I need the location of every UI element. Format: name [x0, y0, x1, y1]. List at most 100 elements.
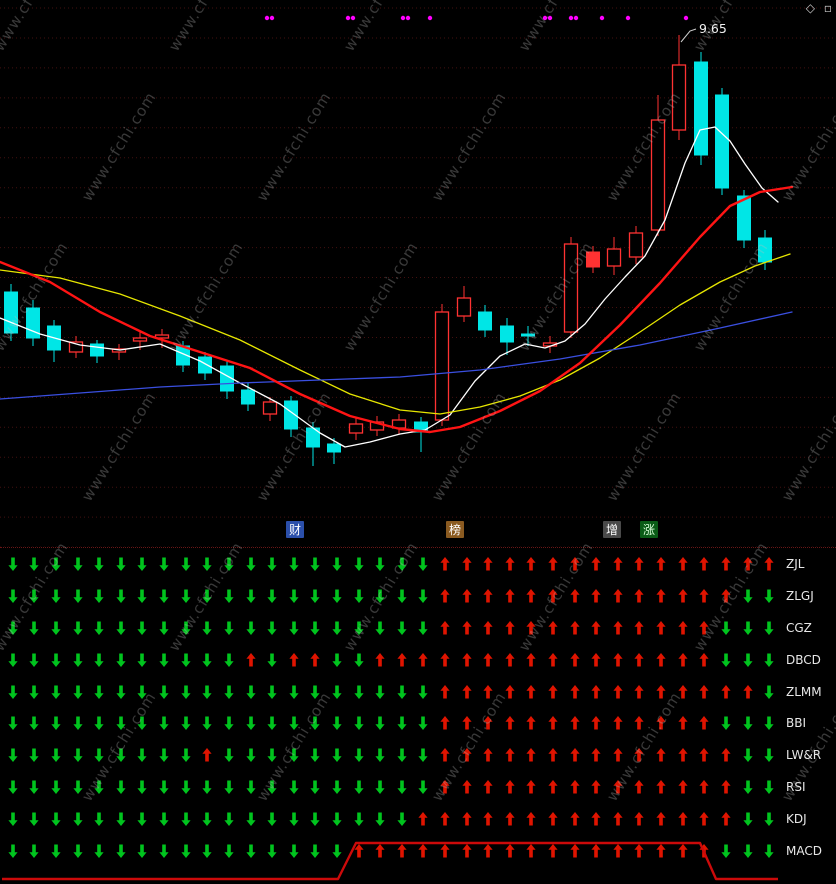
down-arrow-icon [45, 812, 67, 827]
up-arrow-icon [715, 812, 737, 826]
down-arrow-icon [2, 716, 24, 731]
down-arrow-icon [737, 653, 759, 667]
up-arrow-icon [434, 812, 456, 826]
down-arrow-icon [261, 589, 283, 603]
signal-row-label: ZLMM [786, 684, 822, 699]
diamond-icon[interactable]: ◇ [805, 1, 816, 15]
down-arrow-icon [88, 716, 110, 731]
down-arrow-icon [369, 716, 391, 731]
down-arrow-icon [132, 716, 154, 731]
up-arrow-icon [585, 716, 607, 730]
up-arrow-icon [521, 812, 543, 826]
signal-row-label: CGZ [786, 620, 812, 635]
up-arrow-icon [650, 588, 672, 603]
down-arrow-icon [110, 557, 132, 571]
up-arrow-icon [542, 652, 564, 667]
down-arrow-icon [413, 589, 435, 603]
down-arrow-icon [132, 589, 154, 603]
up-arrow-icon [585, 812, 607, 826]
down-arrow-icon [240, 748, 262, 763]
down-arrow-icon [175, 557, 197, 571]
signal-row-label: BBI [786, 716, 807, 731]
down-arrow-icon [413, 780, 435, 795]
down-arrow-icon [413, 621, 435, 635]
up-arrow-icon [521, 620, 543, 635]
down-arrow-icon [110, 621, 132, 635]
event-tag: 增 [606, 523, 618, 537]
down-arrow-icon [391, 685, 413, 699]
up-arrow-icon [521, 652, 543, 667]
down-arrow-icon [391, 621, 413, 635]
down-arrow-icon [391, 812, 413, 827]
down-arrow-icon [737, 812, 759, 827]
down-arrow-icon [369, 780, 391, 795]
down-arrow-icon [737, 621, 759, 635]
up-arrow-icon [521, 748, 543, 762]
signal-panel: ZJL ZLGJ CGZ DBCD ZLMM BBI LW&R RSI KDJ MACD [0, 547, 836, 884]
down-arrow-icon [88, 653, 110, 667]
down-arrow-icon [240, 557, 262, 571]
down-arrow-icon [369, 812, 391, 827]
up-arrow-icon [715, 684, 737, 699]
down-arrow-icon [715, 653, 737, 667]
down-arrow-icon [261, 780, 283, 795]
up-arrow-icon [585, 652, 607, 667]
up-arrow-icon [477, 844, 499, 858]
down-arrow-icon [132, 557, 154, 571]
down-arrow-icon [348, 621, 370, 635]
down-arrow-icon [175, 589, 197, 603]
down-arrow-icon [153, 621, 175, 635]
down-arrow-icon [67, 716, 89, 731]
down-arrow-icon [283, 844, 305, 859]
down-arrow-icon [153, 748, 175, 763]
down-arrow-icon [240, 621, 262, 635]
down-arrow-icon [153, 716, 175, 731]
up-arrow-icon [434, 780, 456, 794]
up-arrow-icon [283, 652, 305, 667]
down-arrow-icon [153, 844, 175, 859]
up-arrow-icon [521, 684, 543, 699]
down-arrow-icon [261, 716, 283, 731]
down-arrow-icon [413, 557, 435, 571]
up-arrow-icon [629, 588, 651, 603]
signal-row-cgz: CGZ [2, 612, 812, 644]
down-arrow-icon [175, 748, 197, 763]
up-arrow-icon [477, 620, 499, 635]
down-arrow-icon [326, 557, 348, 571]
down-arrow-icon [67, 589, 89, 603]
up-arrow-icon [715, 780, 737, 794]
up-arrow-icon [240, 652, 262, 667]
up-arrow-icon [694, 748, 716, 762]
up-arrow-icon [607, 748, 629, 762]
down-arrow-icon [153, 589, 175, 603]
down-arrow-icon [715, 844, 737, 859]
down-arrow-icon [369, 557, 391, 571]
down-arrow-icon [88, 748, 110, 763]
up-arrow-icon [477, 748, 499, 762]
up-arrow-icon [434, 556, 456, 571]
down-arrow-icon [175, 685, 197, 699]
up-arrow-icon [585, 748, 607, 762]
down-arrow-icon [67, 557, 89, 571]
up-arrow-icon [434, 844, 456, 858]
down-arrow-icon [24, 589, 46, 603]
down-arrow-icon [110, 780, 132, 795]
up-arrow-icon [564, 812, 586, 826]
up-arrow-icon [434, 620, 456, 635]
restore-window-icon[interactable]: ▫ [823, 1, 832, 15]
down-arrow-icon [196, 621, 218, 635]
signal-row-label: ZJL [786, 556, 805, 571]
up-arrow-icon [694, 780, 716, 794]
down-arrow-icon [88, 780, 110, 795]
down-arrow-icon [283, 685, 305, 699]
up-arrow-icon [477, 684, 499, 699]
down-arrow-icon [132, 685, 154, 699]
down-arrow-icon [110, 685, 132, 699]
down-arrow-icon [218, 812, 240, 827]
down-arrow-icon [758, 780, 780, 795]
up-arrow-icon [564, 748, 586, 762]
up-arrow-icon [564, 588, 586, 603]
down-arrow-icon [2, 653, 24, 667]
down-arrow-icon [196, 589, 218, 603]
up-arrow-icon [694, 620, 716, 635]
